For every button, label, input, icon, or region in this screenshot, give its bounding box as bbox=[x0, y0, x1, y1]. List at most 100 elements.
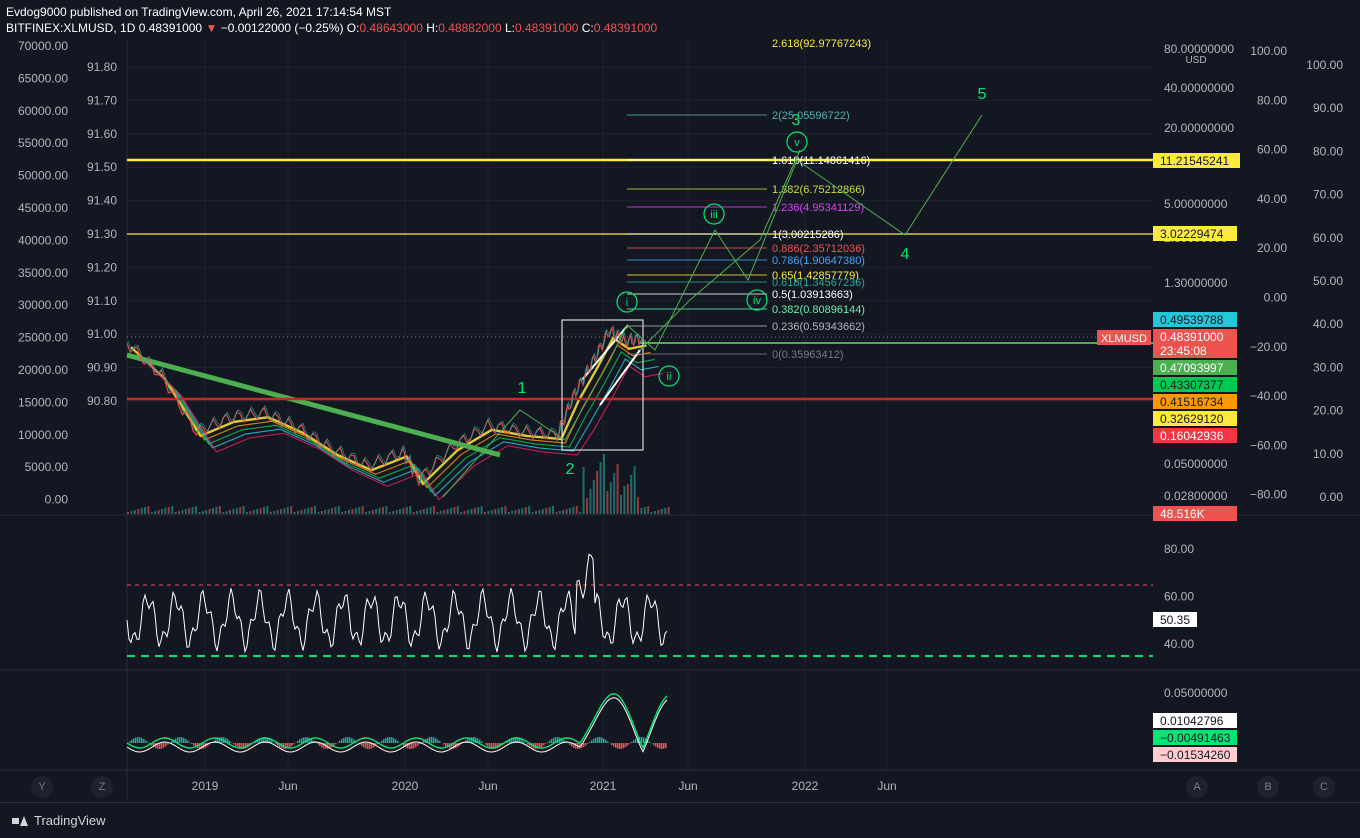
macd-histogram-bar bbox=[485, 743, 487, 745]
volume-bar bbox=[436, 512, 438, 514]
volume-bar bbox=[402, 508, 404, 514]
macd-histogram-bar bbox=[411, 743, 413, 749]
nav-button-c[interactable]: C bbox=[1313, 776, 1335, 798]
volume-bar bbox=[413, 512, 415, 514]
left-outer-tick: 25000.00 bbox=[18, 331, 68, 345]
wave-label: 3 bbox=[792, 112, 801, 129]
right-outer-tick: 50.00 bbox=[1313, 274, 1343, 288]
macd-histogram-bar bbox=[597, 737, 599, 743]
macd-tick: 0.05000000 bbox=[1164, 686, 1228, 700]
nav-button-y[interactable]: Y bbox=[31, 776, 53, 798]
macd-histogram-bar bbox=[591, 740, 593, 743]
volume-bar bbox=[375, 509, 377, 514]
currency-label: USD bbox=[1185, 55, 1206, 66]
volume-bar bbox=[664, 508, 666, 514]
fib-label: 0(0.35963412) bbox=[772, 349, 844, 361]
volume-bar bbox=[620, 495, 622, 514]
macd-histogram-bar bbox=[603, 738, 605, 743]
volume-bar bbox=[579, 512, 581, 514]
volume-bar bbox=[426, 508, 428, 514]
macd-histogram-bar bbox=[611, 743, 613, 745]
right-mid-tick: 80.00 bbox=[1257, 93, 1287, 107]
macd-histogram-bar bbox=[601, 738, 603, 743]
left-inner-tick: 90.80 bbox=[87, 394, 117, 408]
open-label: O: bbox=[347, 21, 360, 35]
macd-histogram-bar bbox=[345, 737, 347, 743]
left-inner-tick: 91.30 bbox=[87, 227, 117, 241]
volume-bar bbox=[501, 507, 503, 514]
volume-bar bbox=[627, 484, 629, 514]
volume-bar bbox=[195, 506, 197, 514]
macd-histogram-bar bbox=[143, 739, 145, 743]
left-outer-tick: 5000.00 bbox=[25, 460, 69, 474]
right-outer-tick: 70.00 bbox=[1313, 188, 1343, 202]
volume-bar bbox=[433, 506, 435, 514]
volume-bar bbox=[589, 489, 591, 514]
macd-histogram-bar bbox=[641, 737, 643, 743]
volume-bar bbox=[127, 512, 129, 514]
volume-bar bbox=[358, 507, 360, 514]
left-outer-tick: 35000.00 bbox=[18, 266, 68, 280]
nav-button-a[interactable]: A bbox=[1186, 776, 1208, 798]
volume-bar bbox=[668, 507, 670, 514]
rsi-line bbox=[127, 554, 667, 652]
volume-bar bbox=[535, 511, 537, 514]
volume-bar bbox=[158, 510, 160, 514]
left-inner-tick: 91.00 bbox=[87, 327, 117, 341]
macd-histogram-bar bbox=[233, 743, 235, 744]
volume-bar bbox=[487, 511, 489, 514]
volume-bar bbox=[338, 506, 340, 514]
left-outer-tick: 10000.00 bbox=[18, 428, 68, 442]
volume-bar bbox=[256, 509, 258, 514]
volume-bar bbox=[355, 508, 357, 514]
macd-histogram-bar bbox=[387, 737, 389, 743]
wave-label: 1 bbox=[518, 380, 527, 397]
volume-bar bbox=[508, 512, 510, 514]
volume-bar bbox=[141, 508, 143, 514]
macd-histogram-bar bbox=[643, 738, 645, 743]
macd-histogram-bar bbox=[369, 743, 371, 749]
macd-histogram-bar bbox=[271, 741, 273, 743]
macd-histogram-bar bbox=[383, 739, 385, 743]
rsi-tag-text: 50.35 bbox=[1160, 613, 1190, 627]
price-tag-text: 0.43307377 bbox=[1160, 378, 1224, 392]
volume-bar bbox=[280, 509, 282, 514]
volume-bar bbox=[576, 506, 578, 514]
volume-bar bbox=[283, 508, 285, 514]
macd-histogram-bar bbox=[361, 743, 363, 746]
volume-bar bbox=[593, 480, 595, 514]
time-tick: 2020 bbox=[392, 779, 419, 793]
macd-histogram-bar bbox=[583, 743, 585, 747]
volume-bar bbox=[654, 511, 656, 514]
right-mid-tick: 100.00 bbox=[1250, 44, 1287, 58]
macd-histogram-bar bbox=[439, 741, 441, 743]
volume-bar bbox=[474, 508, 476, 514]
volume-bar bbox=[266, 506, 268, 514]
wave-label: 5 bbox=[978, 86, 987, 103]
macd-histogram-bar bbox=[343, 738, 345, 743]
macd-histogram-bar bbox=[141, 738, 143, 743]
volume-bar bbox=[447, 509, 449, 514]
macd-histogram-bar bbox=[613, 743, 615, 747]
nav-button-b[interactable]: B bbox=[1257, 776, 1279, 798]
right-mid-tick: 60.00 bbox=[1257, 143, 1287, 157]
rsi-tick: 60.00 bbox=[1164, 590, 1194, 604]
volume-bar bbox=[515, 510, 517, 514]
macd-histogram-bar bbox=[135, 737, 137, 743]
chart-header: Evdog9000 published on TradingView.com, … bbox=[6, 4, 1006, 36]
symbol: BITFINEX:XLMUSD, 1D bbox=[6, 21, 135, 35]
macd-histogram-bar bbox=[147, 742, 149, 743]
volume-bar bbox=[396, 510, 398, 514]
nav-button-z[interactable]: Z bbox=[91, 776, 113, 798]
macd-histogram-bar bbox=[297, 741, 299, 743]
tradingview-brand[interactable]: TradingView bbox=[12, 813, 106, 828]
volume-bar bbox=[640, 508, 642, 514]
volume-bar bbox=[528, 506, 530, 514]
fib-label: 0.5(1.03913663) bbox=[772, 289, 853, 301]
right-outer-tick: 80.00 bbox=[1313, 144, 1343, 158]
volume-bar bbox=[545, 508, 547, 514]
volume-bar bbox=[661, 509, 663, 514]
sub-wave-label: iv bbox=[753, 295, 761, 307]
macd-histogram-bar bbox=[301, 738, 303, 743]
sub-wave-label: ii bbox=[667, 371, 672, 383]
